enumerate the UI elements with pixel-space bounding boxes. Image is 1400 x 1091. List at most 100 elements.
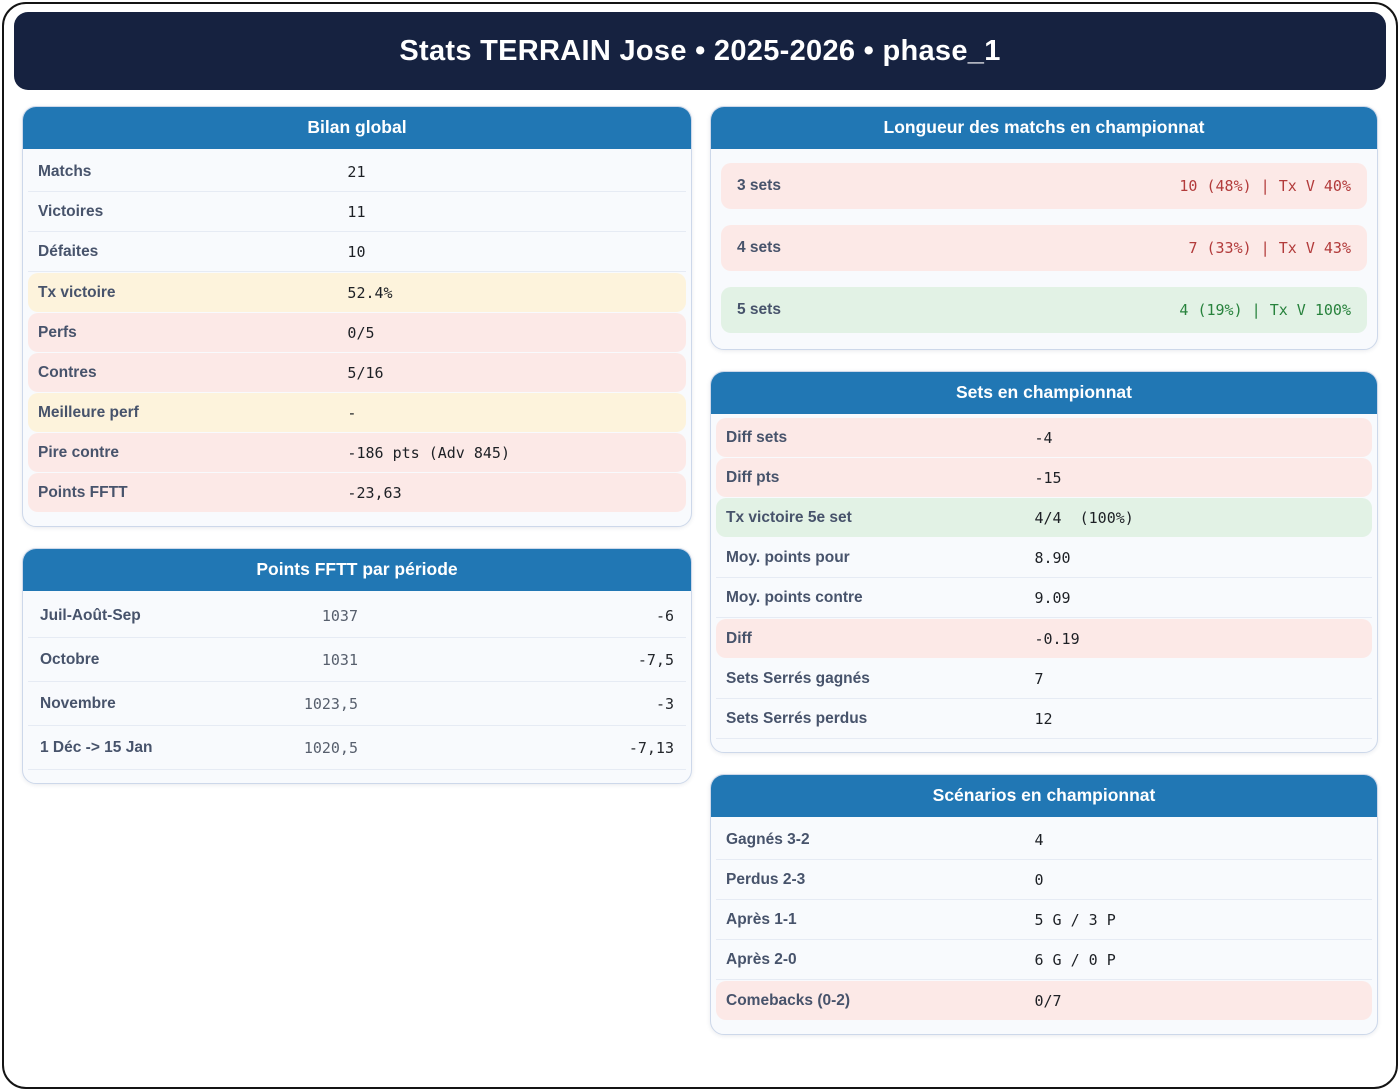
stat-row: Pire contre -186 pts (Adv 845) [28,433,686,472]
period-points: 1023,5 [303,694,358,713]
stat-row: Juil-Août-Sep 1037 -6 [28,594,686,638]
period-points: 1020,5 [303,738,358,757]
stat-value: 12 [1034,709,1053,728]
stat-value: 7 [1034,669,1044,688]
stat-row: Contres 5/16 [28,353,686,392]
stat-label: Contres [38,363,97,381]
stat-value: 5 G / 3 P [1034,910,1116,929]
period-label: Octobre [40,650,100,668]
stat-row: Gagnés 3-2 4 [716,820,1372,860]
stat-label: Perdus 2-3 [726,870,806,888]
stat-row: Diff -0.19 [716,619,1372,658]
stat-label: Diff [726,629,752,647]
stat-label: Diff sets [726,428,788,446]
period-delta: -7,5 [637,650,674,669]
stat-value: 52.4% [347,283,393,302]
stat-row: Moy. points contre 9.09 [716,578,1372,618]
card-scenarios-championnat: Scénarios en championnat Gagnés 3-2 4 Perd… [710,774,1378,1035]
stat-row: Perdus 2-3 0 [716,860,1372,900]
stat-row: Victoires 11 [28,192,686,232]
card-scenarios-championnat-title: Scénarios en championnat [711,775,1377,817]
stat-row: Moy. points pour 8.90 [716,538,1372,578]
stat-value: 9.09 [1034,588,1071,607]
stat-label: Perfs [38,323,77,341]
stat-row: Défaites 10 [28,232,686,272]
stat-label: 5 sets [737,301,781,318]
stat-value: - [347,403,357,422]
card-points-fftt-periode: Points FFTT par période Juil-Août-Sep 103… [22,548,692,784]
stat-value: -23,63 [347,483,402,502]
stat-label: Victoires [38,202,104,220]
stat-label: Moy. points contre [726,588,863,606]
stat-row: Après 1-1 5 G / 3 P [716,900,1372,940]
period-label: 1 Déc -> 15 Jan [40,738,153,756]
stat-row: Sets Serrés perdus 12 [716,699,1372,739]
period-label: Juil-Août-Sep [40,606,141,624]
content-area: Bilan global Matchs 21 Victoires 11 Défaites… [12,90,1388,1035]
stat-value: -15 [1034,468,1062,487]
stat-value: 0/7 [1034,991,1062,1010]
stat-label: Sets Serrés perdus [726,709,868,727]
stat-value: 11 [347,202,366,221]
stat-row: 4 sets 7 (33%) | Tx V 43% [721,225,1367,271]
page-title: Stats TERRAIN Jose • 2025-2026 • phase_1 [399,34,1001,67]
card-bilan-global-title: Bilan global [23,107,691,149]
period-points: 1037 [321,606,358,625]
card-longueur-matchs-title: Longueur des matchs en championnat [711,107,1377,149]
stat-label: Pire contre [38,443,119,461]
stat-row: Après 2-0 6 G / 0 P [716,940,1372,980]
stat-value: 4 [1034,830,1044,849]
stat-label: 3 sets [737,177,781,194]
stat-value: 4/4 (100%) [1034,508,1134,527]
stat-row: 5 sets 4 (19%) | Tx V 100% [721,287,1367,333]
stat-row: Diff pts -15 [716,458,1372,497]
stat-label: Sets Serrés gagnés [726,669,870,687]
stat-value: 10 [347,242,366,261]
stat-value: 6 G / 0 P [1034,950,1116,969]
stat-row: Tx victoire 5e set 4/4 (100%) [716,498,1372,537]
right-column: Longueur des matchs en championnat 3 set… [710,106,1378,1035]
stat-value: 8.90 [1034,548,1071,567]
card-scenarios-championnat-body: Gagnés 3-2 4 Perdus 2-3 0 Après 1-1 5 G / 3 P… [711,817,1377,1034]
stat-row: Tx victoire 52.4% [28,273,686,312]
stat-label: Moy. points pour [726,548,850,566]
stat-row: 1 Déc -> 15 Jan 1020,5 -7,13 [28,726,686,770]
stat-value: 7 (33%) | Tx V 43% [1188,239,1351,257]
page-title-bar: Stats TERRAIN Jose • 2025-2026 • phase_1 [14,12,1386,90]
stat-row: Perfs 0/5 [28,313,686,352]
stat-label: Tx victoire 5e set [726,508,852,526]
stat-value: 21 [347,162,366,181]
stat-label: Après 1-1 [726,910,797,928]
stat-row: Diff sets -4 [716,418,1372,457]
stat-label: Matchs [38,162,92,180]
period-points: 1031 [321,650,358,669]
stat-label: Gagnés 3-2 [726,830,810,848]
stat-row: Points FFTT -23,63 [28,473,686,512]
left-column: Bilan global Matchs 21 Victoires 11 Défaites… [22,106,692,784]
card-longueur-matchs: Longueur des matchs en championnat 3 set… [710,106,1378,350]
stat-row: Matchs 21 [28,152,686,192]
period-delta: -7,13 [628,738,674,757]
stat-label: Défaites [38,242,99,260]
stat-value: 0 [1034,870,1044,889]
card-sets-championnat: Sets en championnat Diff sets -4 Diff pts -… [710,371,1378,753]
stat-label: 4 sets [737,239,781,256]
period-label: Novembre [40,694,116,712]
stat-value: 10 (48%) | Tx V 40% [1179,177,1351,195]
period-delta: -6 [655,606,674,625]
card-sets-championnat-body: Diff sets -4 Diff pts -15 Tx victoire 5e set… [711,414,1377,752]
stat-row: Octobre 1031 -7,5 [28,638,686,682]
stat-label: Tx victoire [38,283,116,301]
stat-row: Sets Serrés gagnés 7 [716,659,1372,699]
stat-label: Meilleure perf [38,403,139,421]
card-sets-championnat-title: Sets en championnat [711,372,1377,414]
period-delta: -3 [655,694,674,713]
stat-value: -0.19 [1034,629,1080,648]
stat-row: Novembre 1023,5 -3 [28,682,686,726]
stat-row: Meilleure perf - [28,393,686,432]
card-longueur-matchs-body: 3 sets 10 (48%) | Tx V 40% 4 sets 7 (33%) |… [711,149,1377,349]
stat-row: Comebacks (0-2) 0/7 [716,981,1372,1020]
stat-label: Diff pts [726,468,780,486]
stat-value: -4 [1034,428,1053,447]
